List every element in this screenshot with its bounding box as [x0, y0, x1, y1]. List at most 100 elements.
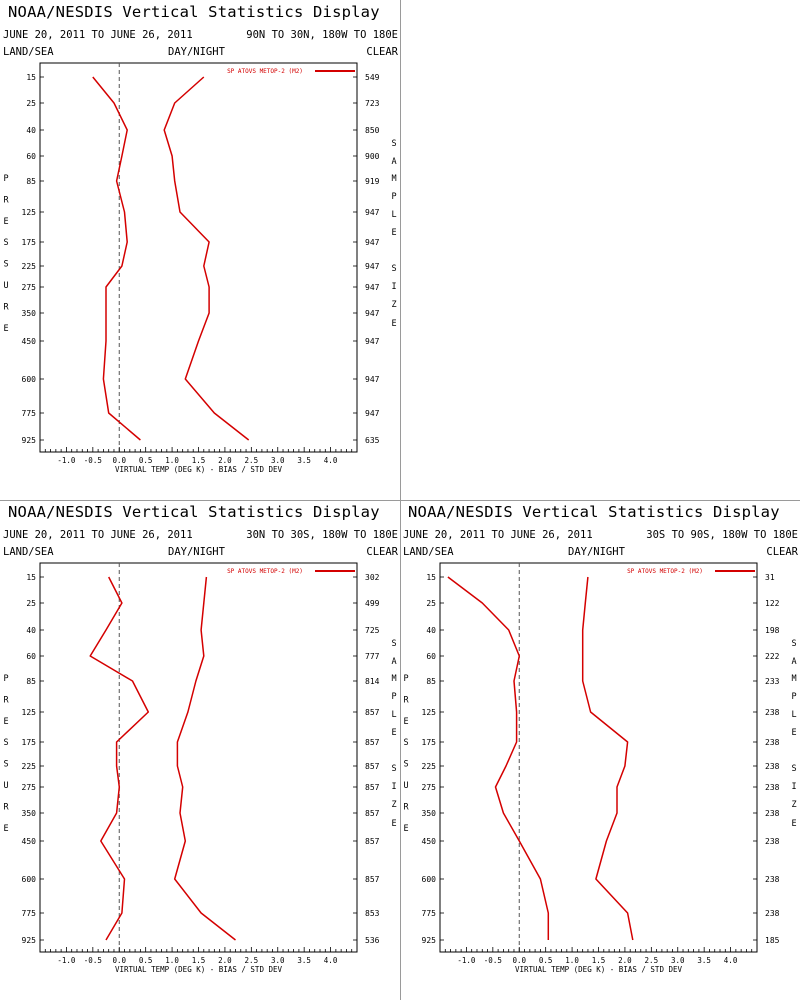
panel-divider-horizontal-left — [0, 500, 400, 501]
x-tick-label: 1.5 — [592, 956, 606, 965]
y-axis-label-letter: S — [3, 738, 8, 748]
pressure-tick-label: 775 — [422, 909, 437, 918]
pressure-tick-label: 450 — [22, 837, 37, 846]
sample-size-label: 302 — [365, 573, 380, 582]
pressure-tick-label: 175 — [22, 738, 37, 747]
sample-size-label: 919 — [365, 177, 380, 186]
right-axis-label-letter: E — [791, 728, 796, 738]
series-line-bias — [447, 576, 550, 940]
x-axis-label: VIRTUAL TEMP (DEG K) - BIAS / STD DEV — [115, 465, 283, 474]
sample-size-label: 900 — [365, 152, 380, 161]
pressure-tick-label: 25 — [26, 99, 36, 108]
y-axis-label-letter: U — [403, 781, 408, 791]
sample-size-label: 947 — [365, 309, 380, 318]
y-axis-label-letter: E — [3, 217, 8, 227]
pressure-tick-label: 125 — [22, 708, 37, 717]
y-axis-label-letter: E — [403, 717, 408, 727]
sample-size-label: 238 — [765, 909, 780, 918]
pressure-tick-label: 775 — [22, 909, 37, 918]
pressure-tick-label: 85 — [26, 177, 36, 186]
x-tick-label: -1.0 — [57, 456, 76, 465]
right-axis-label-letter: E — [791, 819, 796, 829]
x-tick-label: 1.0 — [165, 456, 179, 465]
y-axis-label-letter: P — [403, 674, 408, 684]
y-axis-label-letter: S — [403, 760, 408, 770]
pressure-tick-label: 275 — [22, 783, 37, 792]
sample-size-label: 238 — [765, 762, 780, 771]
right-axis-label-letter: P — [391, 692, 396, 702]
sample-size-label: 850 — [365, 126, 380, 135]
x-tick-label: 0.0 — [112, 956, 126, 965]
pressure-tick-label: 775 — [22, 409, 37, 418]
x-tick-label: 0.5 — [139, 456, 153, 465]
y-axis-label-letter: E — [3, 824, 8, 834]
series-line-bias — [92, 76, 141, 441]
y-axis-label-letter: U — [3, 281, 8, 291]
x-tick-label: 1.5 — [192, 956, 206, 965]
x-tick-label: 3.5 — [297, 956, 311, 965]
sample-size-label: 635 — [365, 436, 380, 445]
x-tick-label: -0.5 — [484, 956, 502, 965]
x-tick-label: 0.5 — [539, 956, 553, 965]
sample-size-label: 947 — [365, 283, 380, 292]
pressure-tick-label: 350 — [22, 809, 37, 818]
vertical-stats-chart: -1.0 -0.5 0.0 0.5 1.0 1.5 2.0 2.5 3.0 3.5 4.0 VIRTU… — [3, 562, 397, 974]
x-tick-label: 3.0 — [671, 956, 685, 965]
legend-label: SP ATOVS METOP-2 (M2) — [227, 68, 303, 75]
plot-frame — [39, 562, 358, 953]
right-axis-label-letter: E — [391, 228, 396, 238]
vertical-stats-chart: -1.0 -0.5 0.0 0.5 1.0 1.5 2.0 2.5 3.0 3.5 4.0 VIRTU… — [403, 562, 797, 974]
panel-divider-horizontal-right — [400, 500, 800, 501]
right-axis-label-letter: M — [391, 674, 396, 684]
sample-size-label: 814 — [365, 677, 380, 686]
sample-size-label: 185 — [765, 936, 780, 945]
sample-size-label: 222 — [765, 652, 780, 661]
panel-title: NOAA/NESDIS Vertical Statistics Display — [8, 503, 380, 521]
sample-size-label: 238 — [765, 783, 780, 792]
sample-size-label: 857 — [365, 809, 380, 818]
sample-size-label: 238 — [765, 875, 780, 884]
sample-size-label: 549 — [365, 73, 380, 82]
legend-label: SP ATOVS METOP-2 (M2) — [227, 568, 303, 575]
right-axis-label-letter: S — [791, 764, 796, 774]
x-tick-label: 3.5 — [297, 456, 311, 465]
sample-size-label: 725 — [365, 626, 380, 635]
pressure-tick-label: 925 — [22, 936, 37, 945]
sample-size-label: 122 — [765, 599, 780, 608]
right-axis-label-letter: I — [791, 782, 796, 792]
day-night-label: DAY/NIGHT — [568, 546, 625, 558]
x-axis-label: VIRTUAL TEMP (DEG K) - BIAS / STD DEV — [115, 965, 283, 974]
sample-size-label: 857 — [365, 708, 380, 717]
x-tick-label: 2.0 — [618, 956, 632, 965]
vertical-stats-chart: -1.0 -0.5 0.0 0.5 1.0 1.5 2.0 2.5 3.0 3.5 4.0 VIRTU… — [3, 62, 397, 474]
right-axis-label-letter: P — [791, 692, 796, 702]
y-axis-label-letter: R — [3, 302, 9, 312]
pressure-tick-label: 40 — [426, 626, 436, 635]
series-line-bias — [89, 576, 150, 941]
stats-panel-north: NOAA/NESDIS Vertical Statistics Display … — [0, 0, 400, 500]
region-label: 30N TO 30S, 180W TO 180E — [246, 529, 398, 541]
pressure-tick-label: 60 — [26, 652, 36, 661]
y-axis-label-letter: R — [403, 695, 409, 705]
pressure-tick-label: 275 — [22, 283, 37, 292]
right-axis-label-letter: A — [791, 657, 796, 667]
right-axis-label-letter: Z — [791, 800, 796, 810]
right-axis-label-letter: Z — [391, 300, 396, 310]
y-axis-label-letter: E — [3, 717, 8, 727]
sample-size-label: 857 — [365, 738, 380, 747]
x-tick-label: -1.0 — [457, 956, 476, 965]
land-sea-label: LAND/SEA — [403, 546, 454, 558]
sample-size-label: 857 — [365, 837, 380, 846]
pressure-tick-label: 15 — [26, 573, 36, 582]
sample-size-label: 947 — [365, 208, 380, 217]
land-sea-label: LAND/SEA — [3, 546, 54, 558]
x-tick-label: 1.0 — [165, 956, 179, 965]
sample-size-label: 947 — [365, 238, 380, 247]
sample-size-label: 857 — [365, 875, 380, 884]
pressure-tick-label: 350 — [422, 809, 437, 818]
x-tick-label: 3.5 — [697, 956, 711, 965]
pressure-tick-label: 450 — [422, 837, 437, 846]
y-axis-label-letter: P — [3, 674, 8, 684]
sample-size-label: 947 — [365, 409, 380, 418]
pressure-tick-label: 25 — [26, 599, 36, 608]
